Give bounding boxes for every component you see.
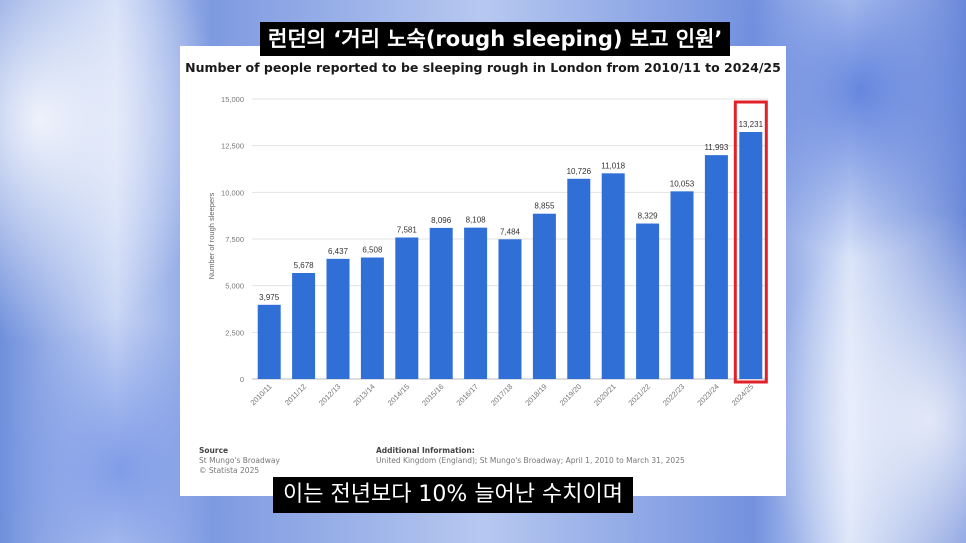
x-tick-label: 2014/15: [386, 382, 412, 408]
bar: [704, 155, 728, 379]
bar: [464, 227, 488, 379]
y-tick-label: 0: [240, 375, 244, 384]
bar-value-label: 6,437: [328, 247, 349, 256]
bar: [257, 304, 281, 379]
x-tick-label: 2015/16: [420, 382, 446, 408]
x-tick-label: 2011/12: [283, 382, 308, 407]
y-tick-label: 7,500: [225, 235, 244, 244]
x-tick-label: 2019/20: [558, 382, 584, 408]
y-axis-label: Number of rough sleepers: [207, 192, 216, 279]
subtitle-caption-top: 런던의 ‘거리 노숙(rough sleeping) 보고 인원’: [260, 22, 731, 56]
chart-slide: Number of people reported to be sleeping…: [180, 46, 786, 496]
x-tick-label: 2022/23: [661, 382, 687, 408]
x-tick-label: 2023/24: [695, 382, 721, 408]
bar: [636, 223, 660, 379]
bar: [739, 132, 763, 379]
bar-value-label: 8,108: [466, 216, 487, 225]
x-tick-label: 2018/19: [523, 382, 549, 408]
y-tick-label: 10,000: [221, 188, 244, 197]
highlight-box: [733, 100, 768, 384]
bar-value-label: 6,508: [362, 246, 383, 255]
source-line1: St Mungo's Broadway: [199, 456, 280, 465]
bar: [670, 191, 694, 379]
x-tick-label: 2017/18: [489, 382, 515, 408]
bar: [532, 213, 556, 379]
bar-value-label: 8,855: [534, 202, 555, 211]
bar: [567, 178, 591, 379]
x-tick-label: 2010/11: [248, 382, 273, 407]
additional-info-block: Additional Information: United Kingdom (…: [376, 446, 685, 466]
bar-value-label: 7,484: [500, 227, 521, 236]
x-tick-label: 2013/14: [351, 382, 377, 408]
bar: [429, 227, 453, 379]
chart-title: Number of people reported to be sleeping…: [185, 60, 781, 75]
bar: [360, 257, 384, 379]
subtitle-caption-bottom: 이는 전년보다 10% 늘어난 수치이며: [273, 477, 633, 513]
y-tick-label: 12,500: [221, 142, 244, 151]
bar: [326, 258, 350, 379]
x-tick-label: 2016/17: [454, 382, 480, 408]
bar: [498, 239, 522, 379]
bar-value-label: 8,329: [638, 212, 659, 221]
y-tick-label: 5,000: [225, 282, 244, 291]
source-block: Source St Mungo's Broadway © Statista 20…: [199, 446, 280, 476]
bar-value-label: 3,975: [259, 293, 280, 302]
y-tick-label: 15,000: [221, 95, 244, 104]
bar-value-label: 7,581: [397, 225, 418, 234]
bar-value-label: 10,053: [670, 179, 695, 188]
bar-value-label: 5,678: [294, 261, 315, 270]
bar-value-label: 11,018: [601, 161, 625, 170]
y-tick-label: 2,500: [225, 328, 244, 337]
additional-info-label: Additional Information:: [376, 446, 475, 455]
source-line2: © Statista 2025: [199, 466, 260, 475]
bar: [292, 273, 316, 379]
bar: [395, 237, 419, 379]
bar-value-label: 10,726: [567, 167, 592, 176]
x-tick-label: 2021/22: [626, 382, 652, 408]
bar-value-label: 13,231: [739, 120, 764, 129]
x-tick-label: 2024/25: [730, 382, 756, 408]
bar: [601, 173, 625, 379]
bar-value-label: 8,096: [431, 216, 452, 225]
x-tick-label: 2012/13: [317, 382, 343, 408]
bar-value-label: 11,993: [704, 143, 728, 152]
x-tick-label: 2020/21: [592, 382, 618, 408]
additional-info-text: United Kingdom (England); St Mungo's Bro…: [376, 456, 685, 465]
bar-chart: 0 2,500 5,000 7,500 10,000 12,500 15,000 3,975 2…: [207, 95, 768, 408]
source-label: Source: [199, 446, 229, 455]
